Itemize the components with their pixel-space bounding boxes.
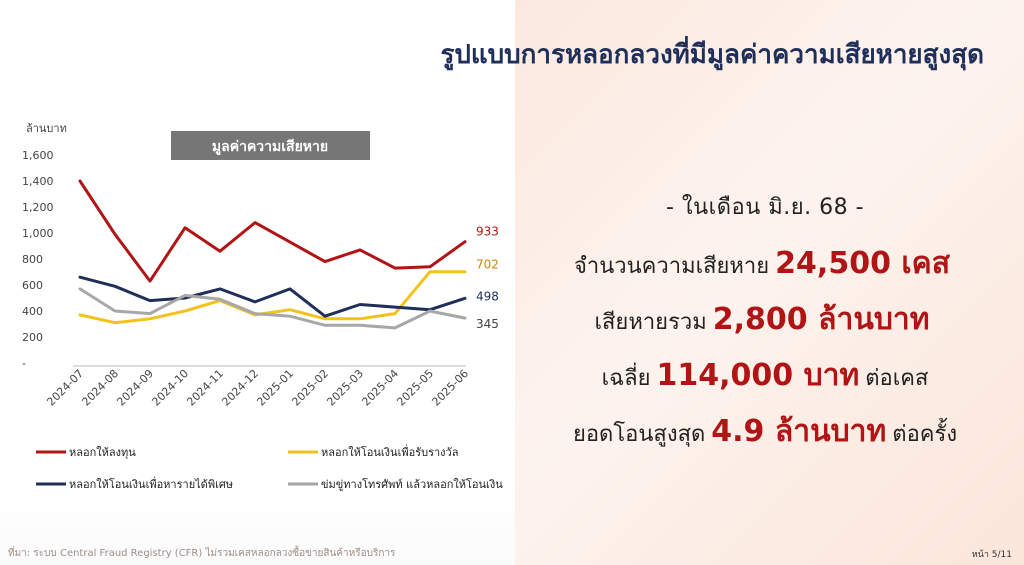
stat-total-value: 2,800 ล้านบาท: [712, 302, 930, 337]
data-label: 933: [476, 225, 499, 239]
summary-stats: - ในเดือน มิ.ย. 68 - จำนวนความเสียหาย 24,…: [530, 180, 1000, 460]
y-tick-label: -: [22, 357, 26, 370]
y-tick-label: 200: [22, 331, 43, 344]
stat-cases-line: จำนวนความเสียหาย 24,500 เคส: [530, 236, 1000, 292]
chart-title: มูลค่าความเสียหาย: [212, 139, 328, 155]
y-tick-label: 400: [22, 305, 43, 318]
x-tick-label: 2024-08: [79, 367, 121, 409]
y-tick-label: 1,000: [22, 227, 54, 240]
x-tick-label: 2024-12: [219, 367, 261, 409]
x-tick-label: 2024-10: [149, 367, 191, 409]
stat-total-line: เสียหายรวม 2,800 ล้านบาท: [530, 292, 1000, 348]
stat-avg-label: เฉลี่ย: [601, 366, 651, 391]
stat-total-label: เสียหายรวม: [594, 310, 707, 335]
data-label: 345: [476, 317, 499, 331]
stat-avg-value: 114,000 บาท: [656, 358, 860, 393]
series-line: [78, 179, 467, 283]
series-line: [78, 275, 467, 318]
x-tick-label: 2025-04: [359, 367, 401, 409]
y-tick-label: 1,600: [22, 149, 54, 162]
stat-avg-suffix: ต่อเคส: [865, 366, 929, 391]
y-tick-label: 600: [22, 279, 43, 292]
legend-label: หลอกให้โอนเงินเพื่อหารายได้พิเศษ: [69, 476, 233, 491]
legend-label: ข่มขู่ทางโทรศัพท์ แล้วหลอกให้โอนเงิน: [321, 477, 503, 491]
x-tick-label: 2024-11: [184, 367, 226, 409]
page-number: หน้า 5/11: [971, 550, 1012, 560]
stat-max-value: 4.9 ล้านบาท: [711, 414, 887, 449]
stat-max-label: ยอดโอนสูงสุด: [572, 422, 706, 447]
stat-max-line: ยอดโอนสูงสุด 4.9 ล้านบาท ต่อครั้ง: [530, 404, 1000, 460]
line-chart: ล้านบาท มูลค่าความเสียหาย - 200 400 600 800 1…: [22, 122, 503, 491]
stat-month-line: - ในเดือน มิ.ย. 68 -: [530, 180, 1000, 236]
x-tick-label: 2025-03: [324, 367, 366, 409]
summary-panel-background: [515, 0, 1024, 565]
x-tick-label: 2025-02: [289, 367, 331, 409]
series-line: [78, 287, 467, 330]
slide-title: รูปแบบการหลอกลวงที่มีมูลค่าความเสียหายสู…: [440, 40, 984, 70]
y-axis-label: ล้านบาท: [26, 122, 67, 135]
x-tick-label: 2024-09: [114, 367, 156, 409]
y-tick-label: 1,400: [22, 175, 54, 188]
legend-label: หลอกให้โอนเงินเพื่อรับรางวัล: [321, 444, 458, 459]
stat-cases-value: 24,500 เคส: [775, 246, 951, 281]
stat-max-suffix: ต่อครั้ง: [892, 422, 958, 447]
stat-avg-line: เฉลี่ย 114,000 บาท ต่อเคส: [530, 348, 1000, 404]
x-tick-label: 2025-05: [394, 367, 436, 409]
x-tick-label: 2025-01: [254, 367, 296, 409]
legend-label: หลอกให้ลงทุน: [69, 446, 136, 459]
x-tick-label: 2025-06: [429, 367, 471, 409]
y-tick-label: 1,200: [22, 201, 54, 214]
stat-month: - ในเดือน มิ.ย. 68 -: [665, 195, 865, 220]
stat-cases-label: จำนวนความเสียหาย: [573, 254, 770, 279]
source-note: ที่มา: ระบบ Central Fraud Registry (CFR)…: [8, 548, 396, 559]
chart-panel-background: [0, 0, 515, 565]
data-label: 498: [476, 289, 499, 303]
y-tick-label: 800: [22, 253, 43, 266]
chart-title-box: [171, 131, 370, 160]
x-tick-label: 2024-07: [44, 367, 86, 409]
data-label: 702: [476, 258, 499, 272]
